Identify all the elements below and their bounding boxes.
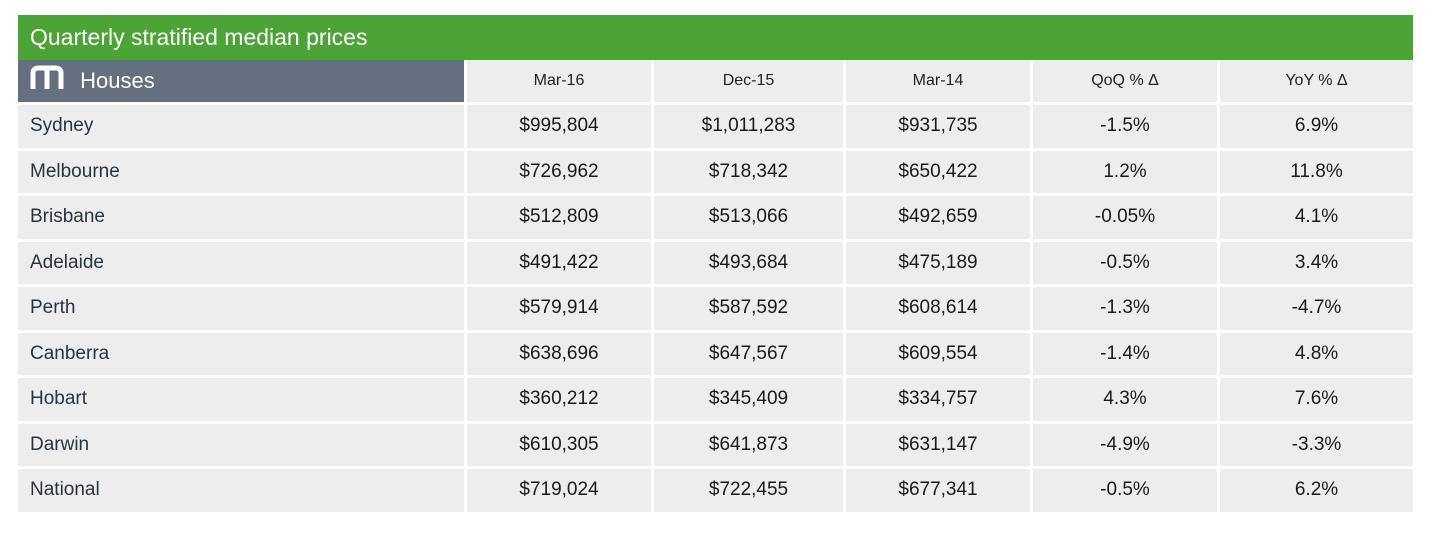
value-qoq-change: -4.9% <box>1033 423 1220 469</box>
value-yoy-change: 6.2% <box>1220 469 1413 515</box>
city-name: Sydney <box>18 105 467 151</box>
column-header-qoq-change: QoQ % Δ <box>1033 60 1220 105</box>
value-mar-16: $360,212 <box>467 378 654 424</box>
value-dec-15: $1,011,283 <box>654 105 846 151</box>
city-name: Brisbane <box>18 196 467 242</box>
table-row: National $719,024 $722,455 $677,341 -0.5… <box>18 469 1413 515</box>
city-name: Canberra <box>18 332 467 378</box>
table-row: Brisbane $512,809 $513,066 $492,659 -0.0… <box>18 196 1413 242</box>
value-mar-16: $638,696 <box>467 332 654 378</box>
value-yoy-change: 6.9% <box>1220 105 1413 151</box>
value-dec-15: $718,342 <box>654 150 846 196</box>
value-dec-15: $641,873 <box>654 423 846 469</box>
brand-m-logo-icon <box>30 65 64 95</box>
value-mar-16: $726,962 <box>467 150 654 196</box>
value-yoy-change: -4.7% <box>1220 287 1413 333</box>
value-mar-14: $492,659 <box>846 196 1033 242</box>
value-yoy-change: -3.3% <box>1220 423 1413 469</box>
table-header-row: Houses Mar-16 Dec-15 Mar-14 QoQ % Δ YoY … <box>18 60 1413 105</box>
city-name: Hobart <box>18 378 467 424</box>
value-yoy-change: 3.4% <box>1220 241 1413 287</box>
table-row: Perth $579,914 $587,592 $608,614 -1.3% -… <box>18 287 1413 333</box>
value-qoq-change: -1.4% <box>1033 332 1220 378</box>
value-mar-14: $334,757 <box>846 378 1033 424</box>
city-name: Adelaide <box>18 241 467 287</box>
panel-title: Quarterly stratified median prices <box>18 15 1413 60</box>
value-qoq-change: 4.3% <box>1033 378 1220 424</box>
column-header-dec-15: Dec-15 <box>654 60 846 105</box>
value-dec-15: $647,567 <box>654 332 846 378</box>
column-header-yoy-change: YoY % Δ <box>1220 60 1413 105</box>
value-mar-14: $631,147 <box>846 423 1033 469</box>
median-prices-panel: Quarterly stratified median prices House… <box>18 15 1413 515</box>
value-qoq-change: -0.5% <box>1033 469 1220 515</box>
median-prices-table: Houses Mar-16 Dec-15 Mar-14 QoQ % Δ YoY … <box>18 60 1413 515</box>
value-qoq-change: -1.3% <box>1033 287 1220 333</box>
value-mar-14: $608,614 <box>846 287 1033 333</box>
houses-label: Houses <box>80 68 155 94</box>
value-mar-14: $677,341 <box>846 469 1033 515</box>
value-yoy-change: 11.8% <box>1220 150 1413 196</box>
value-mar-14: $609,554 <box>846 332 1033 378</box>
value-dec-15: $493,684 <box>654 241 846 287</box>
value-dec-15: $722,455 <box>654 469 846 515</box>
table-row: Darwin $610,305 $641,873 $631,147 -4.9% … <box>18 423 1413 469</box>
value-mar-14: $931,735 <box>846 105 1033 151</box>
houses-section-header: Houses <box>18 60 467 105</box>
value-mar-16: $491,422 <box>467 241 654 287</box>
value-mar-16: $719,024 <box>467 469 654 515</box>
value-yoy-change: 7.6% <box>1220 378 1413 424</box>
value-yoy-change: 4.8% <box>1220 332 1413 378</box>
value-qoq-change: -0.5% <box>1033 241 1220 287</box>
value-dec-15: $513,066 <box>654 196 846 242</box>
city-name: National <box>18 469 467 515</box>
value-dec-15: $587,592 <box>654 287 846 333</box>
value-qoq-change: 1.2% <box>1033 150 1220 196</box>
value-dec-15: $345,409 <box>654 378 846 424</box>
value-qoq-change: -1.5% <box>1033 105 1220 151</box>
city-name: Darwin <box>18 423 467 469</box>
table-row: Melbourne $726,962 $718,342 $650,422 1.2… <box>18 150 1413 196</box>
table-row: Sydney $995,804 $1,011,283 $931,735 -1.5… <box>18 105 1413 151</box>
column-header-mar-16: Mar-16 <box>467 60 654 105</box>
city-name: Perth <box>18 287 467 333</box>
city-name: Melbourne <box>18 150 467 196</box>
value-mar-16: $610,305 <box>467 423 654 469</box>
value-mar-14: $650,422 <box>846 150 1033 196</box>
value-yoy-change: 4.1% <box>1220 196 1413 242</box>
value-mar-14: $475,189 <box>846 241 1033 287</box>
value-mar-16: $995,804 <box>467 105 654 151</box>
table-row: Canberra $638,696 $647,567 $609,554 -1.4… <box>18 332 1413 378</box>
column-header-mar-14: Mar-14 <box>846 60 1033 105</box>
value-mar-16: $512,809 <box>467 196 654 242</box>
value-qoq-change: -0.05% <box>1033 196 1220 242</box>
table-row: Adelaide $491,422 $493,684 $475,189 -0.5… <box>18 241 1413 287</box>
table-row: Hobart $360,212 $345,409 $334,757 4.3% 7… <box>18 378 1413 424</box>
value-mar-16: $579,914 <box>467 287 654 333</box>
